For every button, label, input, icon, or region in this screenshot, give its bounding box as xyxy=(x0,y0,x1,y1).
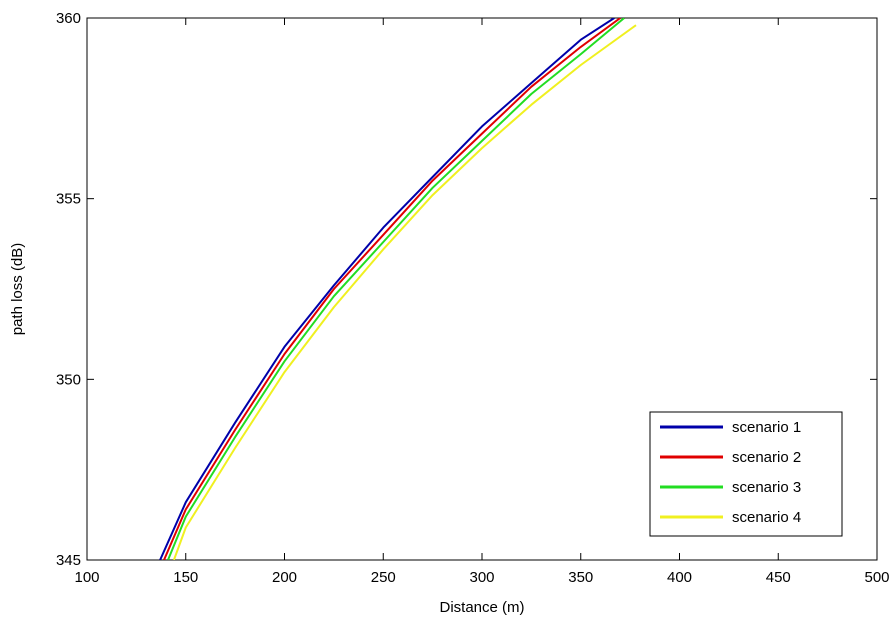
legend-label-scenario-3: scenario 3 xyxy=(732,479,801,496)
series-line-scenario-4 xyxy=(172,24,637,560)
x-tick-label: 450 xyxy=(766,569,791,586)
series-line-scenario-2 xyxy=(163,18,621,560)
series-line-scenario-3 xyxy=(167,18,625,560)
x-axis-label: Distance (m) xyxy=(439,599,524,616)
x-tick-label: 100 xyxy=(74,569,99,586)
legend-label-scenario-2: scenario 2 xyxy=(732,449,801,466)
x-tick-label: 200 xyxy=(272,569,297,586)
legend-label-scenario-1: scenario 1 xyxy=(732,419,801,436)
series-line-scenario-1 xyxy=(159,18,615,560)
y-tick-label: 355 xyxy=(56,191,81,208)
legend-box xyxy=(649,411,843,537)
x-tick-label: 500 xyxy=(864,569,889,586)
y-axis-label: path loss (dB) xyxy=(9,243,26,336)
y-tick-label: 345 xyxy=(56,552,81,569)
y-tick-label: 350 xyxy=(56,371,81,388)
legend-label-scenario-4: scenario 4 xyxy=(732,509,801,526)
x-tick-label: 300 xyxy=(469,569,494,586)
x-tick-label: 150 xyxy=(173,569,198,586)
y-tick-label: 360 xyxy=(56,10,81,27)
x-tick-label: 250 xyxy=(371,569,396,586)
legend: scenario 1 scenario 2 scenario 3 scenario 4 xyxy=(649,411,843,537)
x-tick-label: 400 xyxy=(667,569,692,586)
x-tick-label: 350 xyxy=(568,569,593,586)
